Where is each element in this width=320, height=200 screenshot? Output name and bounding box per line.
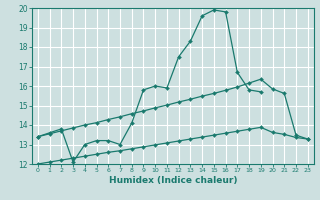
X-axis label: Humidex (Indice chaleur): Humidex (Indice chaleur): [108, 176, 237, 185]
